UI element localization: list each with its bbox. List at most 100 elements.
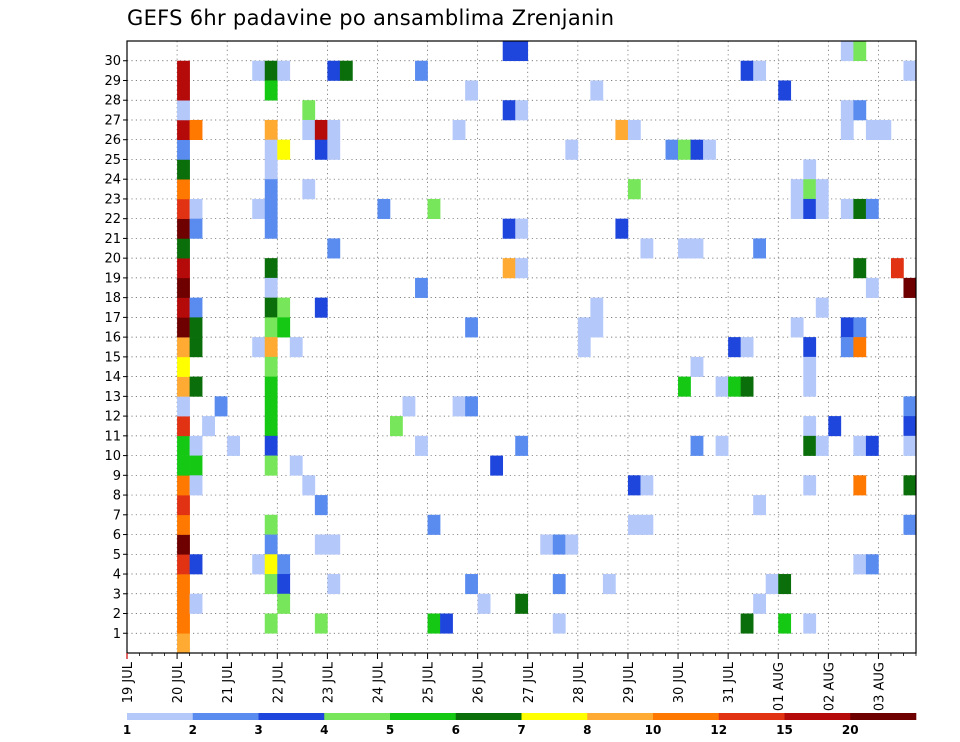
heatmap-cell xyxy=(865,277,879,298)
heatmap-cell xyxy=(277,60,291,81)
y-tick-label: 16 xyxy=(104,331,121,346)
heatmap-cell xyxy=(552,613,566,634)
heatmap-cell xyxy=(865,435,879,456)
heatmap-cell xyxy=(803,376,817,397)
scale-label: 10 xyxy=(645,723,662,737)
heatmap-cell xyxy=(465,396,478,417)
heatmap-cell xyxy=(465,80,478,101)
y-tick-label: 19 xyxy=(104,271,121,286)
heatmap-cell xyxy=(903,416,917,437)
y-tick-label: 10 xyxy=(104,449,121,464)
y-tick-label: 14 xyxy=(104,370,121,385)
heatmap-cell xyxy=(264,179,278,200)
y-tick-label: 24 xyxy=(104,173,121,188)
y-tick-label: 17 xyxy=(104,311,121,326)
y-tick-label: 5 xyxy=(113,548,121,563)
heatmap-cell xyxy=(415,277,428,298)
heatmap-cell xyxy=(177,119,190,141)
heatmap-cell xyxy=(177,613,190,634)
scale-label: 12 xyxy=(710,723,727,737)
heatmap-cell xyxy=(177,633,190,654)
scale-swatch xyxy=(784,713,851,720)
x-tick-label: 21 JUL xyxy=(221,661,236,703)
heatmap-cell xyxy=(690,435,704,456)
heatmap-cell xyxy=(803,159,817,180)
heatmap-cell xyxy=(302,475,316,496)
heatmap-cell xyxy=(590,317,604,338)
heatmap-cell xyxy=(602,574,616,595)
heatmap-cell xyxy=(189,297,203,318)
scale-swatch xyxy=(587,713,654,720)
heatmap-cell xyxy=(264,60,278,81)
heatmap-cell xyxy=(302,179,316,200)
heatmap-cell xyxy=(177,475,190,496)
heatmap-cell xyxy=(177,179,190,200)
y-tick-label: 8 xyxy=(113,489,121,504)
heatmap-cell xyxy=(590,297,604,318)
heatmap-cell xyxy=(903,475,917,496)
heatmap-cell xyxy=(803,179,817,200)
heatmap-cell xyxy=(177,277,190,298)
scale-swatch xyxy=(127,713,194,720)
heatmap-cell xyxy=(427,198,441,219)
heatmap-cell xyxy=(177,159,190,180)
x-tick-label: 02 AUG xyxy=(822,662,837,711)
heatmap-cell xyxy=(678,139,691,160)
heatmap-cell xyxy=(577,317,591,338)
heatmap-cell xyxy=(515,593,529,614)
x-tick-label: 25 JUL xyxy=(422,661,437,703)
heatmap-cell xyxy=(853,258,867,279)
heatmap-cell xyxy=(703,139,716,160)
heatmap-cell xyxy=(264,356,278,377)
heatmap-cell xyxy=(903,396,917,417)
heatmap-cell xyxy=(440,613,453,634)
heatmap-cell xyxy=(177,435,190,456)
heatmap-cell xyxy=(753,60,767,81)
y-tick-label: 21 xyxy=(104,232,121,247)
heatmap-cell xyxy=(177,554,190,575)
heatmap-cell xyxy=(615,119,629,141)
heatmap-cell xyxy=(815,198,829,219)
heatmap-cell xyxy=(840,41,854,62)
heatmap-cell xyxy=(552,574,566,595)
heatmap-cell xyxy=(540,534,554,555)
y-tick-label: 28 xyxy=(104,94,121,109)
heatmap-cell xyxy=(640,514,654,535)
scale-label: 5 xyxy=(386,723,394,737)
cells-layer xyxy=(177,41,917,654)
heatmap-cell xyxy=(177,297,190,318)
heatmap-cell xyxy=(402,396,416,417)
heatmap-cell xyxy=(577,337,591,358)
heatmap-cell xyxy=(277,297,291,318)
scale-label: 15 xyxy=(776,723,793,737)
heatmap-cell xyxy=(565,139,579,160)
heatmap-cell xyxy=(264,218,278,239)
heatmap-cell xyxy=(189,554,203,575)
heatmap-cell xyxy=(189,455,203,476)
x-tick-label: 19 JUL xyxy=(121,661,136,703)
color-scale-legend: 1 2 3 4 5 6 7 8 10 12 15 20 xyxy=(123,713,917,737)
heatmap-cell xyxy=(177,574,190,595)
scale-label: 1 xyxy=(123,723,131,737)
heatmap-cell xyxy=(314,139,328,160)
heatmap-cell xyxy=(264,258,278,279)
heatmap-cell xyxy=(803,198,817,219)
heatmap-cell xyxy=(778,574,792,595)
y-tick-label: 7 xyxy=(113,508,121,523)
heatmap-cell xyxy=(252,337,266,358)
x-tick-label: 28 JUL xyxy=(572,661,587,703)
heatmap-cell xyxy=(264,139,278,160)
scale-swatch xyxy=(653,713,720,720)
heatmap-cell xyxy=(452,119,466,141)
heatmap-cell xyxy=(314,297,328,318)
heatmap-cell xyxy=(853,435,867,456)
heatmap-cell xyxy=(202,416,215,437)
heatmap-cell xyxy=(515,218,529,239)
heatmap-cell xyxy=(264,80,278,101)
y-tick-label: 23 xyxy=(104,192,121,207)
heatmap-cell xyxy=(327,574,341,595)
heatmap-cell xyxy=(277,554,291,575)
heatmap-cell xyxy=(252,198,266,219)
heatmap-cell xyxy=(853,554,867,575)
heatmap-cell xyxy=(740,60,754,81)
